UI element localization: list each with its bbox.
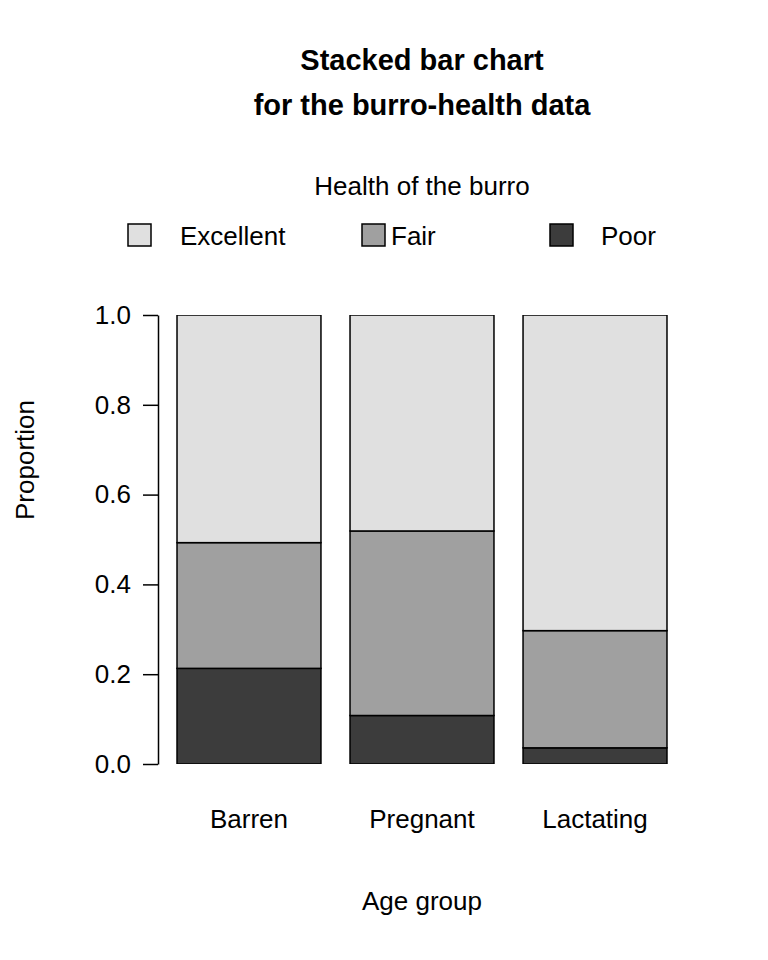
x-axis-title: Age group (362, 886, 482, 916)
y-tick: 0.8 (95, 390, 158, 420)
y-tick-label: 0.8 (95, 390, 131, 420)
bar-segment (177, 543, 321, 669)
y-tick-label: 0.2 (95, 659, 131, 689)
y-tick-mark (143, 494, 158, 496)
bars (177, 315, 667, 764)
bar-segment (177, 668, 321, 764)
bar-segment (350, 315, 494, 531)
bar-segment (523, 315, 667, 631)
y-tick-mark (143, 405, 158, 407)
legend-key (550, 224, 573, 246)
legend-label: Fair (391, 221, 436, 251)
y-tick-mark (143, 315, 158, 317)
x-tick: Lactating (542, 804, 648, 834)
y-tick-mark (143, 674, 158, 676)
legend-key (128, 224, 151, 246)
y-tick-label: 0.6 (95, 479, 131, 509)
y-tick: 0.2 (95, 659, 158, 689)
y-axis: 0.0 0.2 0.4 0.6 0.8 1.0 (95, 300, 159, 779)
x-tick-label: Pregnant (369, 804, 475, 834)
x-tick-label: Lactating (542, 804, 648, 834)
bar-segment (523, 748, 667, 764)
title: Stacked bar chartfor the burro-health da… (254, 44, 592, 121)
legend-label: Poor (601, 221, 656, 251)
y-tick: 0.6 (95, 479, 158, 509)
y-tick-label: 0.4 (95, 569, 131, 599)
x-tick-label: Barren (210, 804, 288, 834)
legend-label: Excellent (180, 221, 286, 251)
y-tick: 0.0 (95, 749, 158, 779)
x-tick: Pregnant (369, 804, 475, 834)
bar-segment (350, 531, 494, 716)
bar-segment (350, 716, 494, 764)
chart: Stacked bar chartfor the burro-health da… (0, 0, 768, 960)
x-tick: Barren (210, 804, 288, 834)
y-tick: 1.0 (95, 300, 158, 330)
y-axis-line (158, 316, 160, 765)
legend: Health of the burro Excellent Fair Poor (128, 171, 656, 251)
bar-segment (177, 315, 321, 543)
y-tick-mark (143, 584, 158, 586)
y-tick-mark (143, 764, 158, 766)
y-axis-title: Proportion (10, 400, 40, 520)
y-tick-label: 0.0 (95, 749, 131, 779)
x-axis: Barren Pregnant Lactating (210, 804, 648, 834)
legend-title: Health of the burro (314, 171, 529, 201)
legend-key (362, 224, 385, 246)
bar-segment (523, 631, 667, 748)
y-tick-label: 1.0 (95, 300, 131, 330)
y-tick: 0.4 (95, 569, 158, 599)
